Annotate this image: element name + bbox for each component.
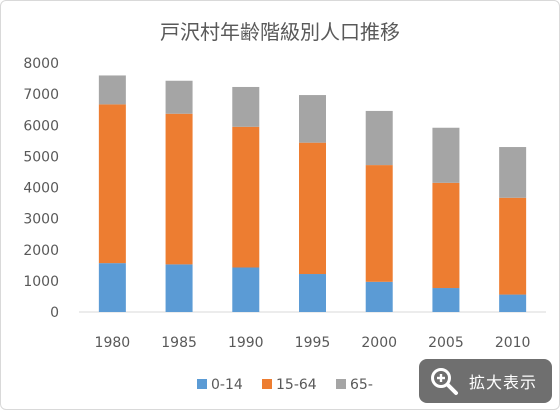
y-tick-label: 3000 bbox=[23, 212, 59, 228]
x-tick-label: 2010 bbox=[495, 335, 531, 351]
bar-segment-65--2010 bbox=[499, 147, 527, 198]
x-tick-label: 1985 bbox=[161, 335, 197, 351]
bar-segment-0-14-1990 bbox=[232, 267, 260, 312]
chart-title: 戸沢村年齢階級別人口推移 bbox=[160, 20, 400, 44]
bar-segment-15-64-1980 bbox=[98, 104, 126, 264]
y-tick-label: 1000 bbox=[23, 274, 59, 290]
bar-segment-15-64-1990 bbox=[232, 126, 260, 268]
y-axis: 0 1000 2000 3000 4000 5000 6000 7000 8000 bbox=[23, 56, 59, 321]
y-tick-label: 0 bbox=[50, 305, 59, 321]
y-tick-label: 6000 bbox=[23, 118, 59, 134]
legend-swatch-65- bbox=[336, 379, 346, 389]
legend-swatch-15-64 bbox=[262, 379, 272, 389]
x-tick-label: 1990 bbox=[228, 335, 264, 351]
bar-segment-0-14-1980 bbox=[98, 263, 126, 312]
bar-segment-15-64-2005 bbox=[432, 182, 460, 289]
x-tick-label: 1995 bbox=[295, 335, 331, 351]
x-tick-label: 2000 bbox=[361, 335, 397, 351]
magnifier-plus-icon bbox=[431, 368, 458, 395]
y-tick-label: 4000 bbox=[23, 181, 59, 197]
bar-segment-0-14-1995 bbox=[299, 274, 326, 312]
bar-segment-0-14-2000 bbox=[365, 281, 393, 312]
x-axis: 1980 1985 1990 1995 2000 2005 2010 bbox=[79, 311, 546, 351]
bar-segment-15-64-1995 bbox=[299, 142, 326, 275]
bar-segment-15-64-2000 bbox=[365, 165, 393, 282]
bar-segment-65--1995 bbox=[299, 95, 326, 143]
legend-swatch-0-14 bbox=[197, 379, 207, 389]
x-tick-label: 2005 bbox=[428, 335, 464, 351]
y-tick-label: 5000 bbox=[23, 149, 59, 165]
zoom-button-label: 拡大表示 bbox=[469, 373, 538, 392]
legend-label-65-: 65- bbox=[350, 377, 373, 393]
bar-segment-0-14-2010 bbox=[499, 294, 527, 312]
legend: 0-14 15-64 65- bbox=[197, 377, 373, 393]
bar-segment-65--2000 bbox=[365, 110, 393, 166]
y-tick-label: 8000 bbox=[23, 56, 59, 72]
bar-segment-65--1990 bbox=[232, 86, 260, 127]
bar-segment-65--2005 bbox=[432, 127, 460, 183]
x-tick-label: 1980 bbox=[95, 335, 131, 351]
bar-segment-0-14-2005 bbox=[432, 288, 460, 312]
y-tick-label: 7000 bbox=[23, 87, 59, 103]
bar-segment-65--1980 bbox=[98, 75, 126, 105]
bar-segment-15-64-1985 bbox=[165, 113, 193, 265]
bar-segment-15-64-2010 bbox=[499, 197, 527, 295]
legend-label-0-14: 0-14 bbox=[211, 377, 243, 393]
y-tick-label: 2000 bbox=[23, 243, 59, 259]
legend-label-15-64: 15-64 bbox=[276, 377, 317, 393]
bars bbox=[98, 75, 527, 312]
bar-segment-0-14-1985 bbox=[165, 264, 193, 312]
zoom-button[interactable]: 拡大表示 bbox=[419, 359, 552, 403]
bar-segment-65--1985 bbox=[165, 80, 193, 114]
